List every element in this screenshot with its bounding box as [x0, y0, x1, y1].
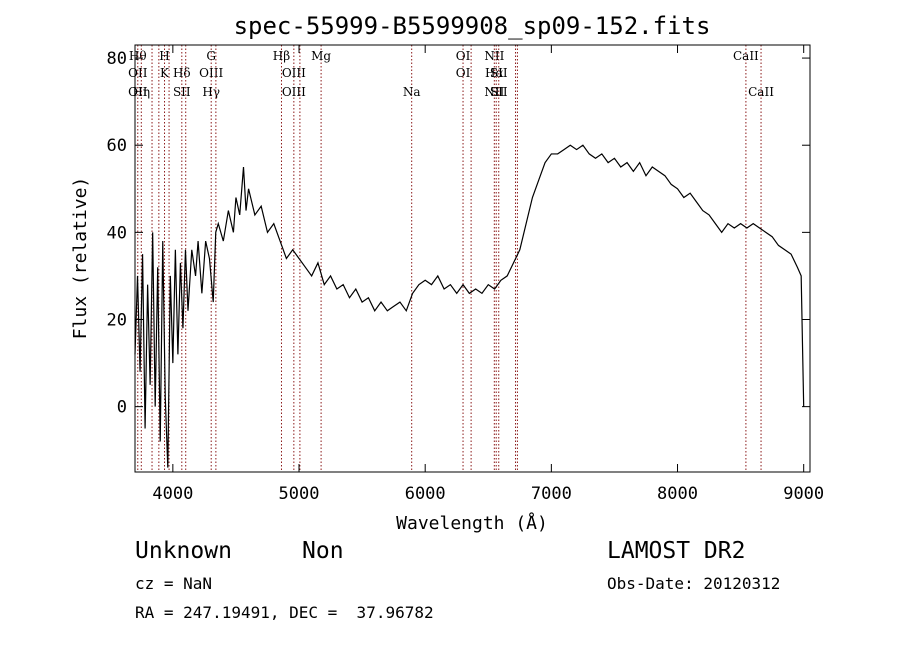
spectral-line-label: OII	[128, 85, 148, 99]
x-tick-label: 4000	[152, 484, 193, 504]
coordinates: RA = 247.19491, DEC = 37.96782	[135, 603, 434, 622]
spectral-line-label: SII	[173, 85, 191, 99]
spectral-line-label: CaII	[733, 49, 759, 63]
spectral-line-label: NII	[484, 49, 504, 63]
x-tick-label: 7000	[531, 484, 572, 504]
spectral-line-label: OIII	[282, 66, 306, 80]
y-tick-label: 40	[107, 223, 127, 243]
spectral-line-label: NII	[484, 85, 504, 99]
y-tick-label: 0	[117, 398, 127, 418]
object-class: Unknown	[135, 538, 232, 564]
spectral-line-label: OI	[456, 66, 471, 80]
spectral-line-label: G	[206, 49, 216, 63]
x-tick-label: 9000	[783, 484, 824, 504]
spectral-line-label: SII	[490, 85, 508, 99]
y-tick-label: 80	[107, 49, 127, 69]
chart-title: spec-55999-B5599908_sp09-152.fits	[234, 12, 711, 40]
spectral-line-label: Hβ	[273, 49, 290, 63]
survey-name: LAMOST DR2	[607, 538, 746, 564]
object-subclass: Non	[302, 538, 344, 564]
spectral-line-label: OIII	[199, 66, 223, 80]
spectral-line-label: Hη	[132, 85, 150, 99]
spectral-line-label: OIII	[282, 85, 306, 99]
x-tick-label: 8000	[657, 484, 698, 504]
redshift-cz: cz = NaN	[135, 574, 213, 593]
spectral-line-label: Hγ	[202, 85, 220, 99]
y-axis-label: Flux (relative)	[70, 177, 91, 340]
spectrum-series-line	[134, 144, 805, 468]
spectral-line-label: K	[160, 66, 170, 80]
spectral-line-label: SII	[490, 66, 508, 80]
y-tick-label: 20	[107, 311, 127, 331]
spectral-line-label: OII	[128, 66, 148, 80]
spectral-line-label: Hδ	[173, 66, 191, 80]
x-tick-label: 5000	[279, 484, 320, 504]
spectral-line-label: Mg	[311, 49, 331, 63]
spectral-line-label: Hθ	[129, 49, 147, 63]
obs-date: Obs-Date: 20120312	[607, 574, 781, 593]
y-tick-label: 60	[107, 136, 127, 156]
x-tick-label: 6000	[405, 484, 446, 504]
spectral-line-label: Na	[403, 85, 421, 99]
spectral-line-label: CaII	[748, 85, 774, 99]
x-axis-label: Wavelength (Å)	[396, 512, 548, 534]
spectral-line-label: OI	[456, 49, 471, 63]
plot-frame	[134, 44, 811, 473]
spectral-line-label: H	[159, 49, 169, 63]
